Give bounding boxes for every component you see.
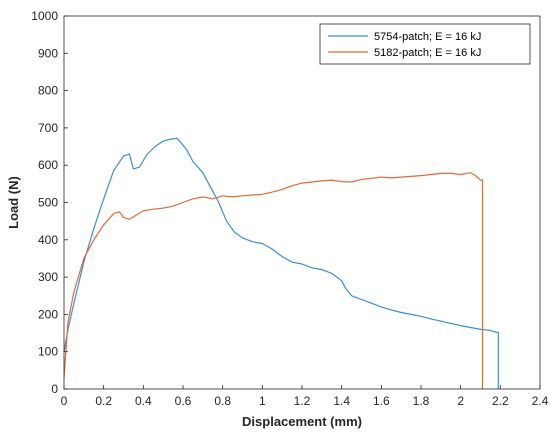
y-tick-label: 300 (38, 270, 58, 284)
x-tick-label: 0.2 (95, 394, 112, 408)
x-axis-title: Displacement (mm) (242, 414, 362, 429)
plot-frame (63, 15, 541, 390)
y-tick-label: 100 (38, 345, 58, 359)
x-tick-label: 1 (259, 394, 266, 408)
plot-area (64, 16, 540, 389)
y-tick-label: 0 (51, 382, 58, 396)
x-tick-label: 0.8 (214, 394, 231, 408)
x-tick-label: 1.2 (294, 394, 311, 408)
x-tick-label: 2 (457, 394, 464, 408)
y-tick-label: 500 (38, 196, 58, 210)
legend-label-1: 5754-patch; E = 16 kJ (374, 31, 481, 43)
x-tick-label: 0.4 (135, 394, 152, 408)
y-tick-label: 200 (38, 307, 58, 321)
y-tick-label: 1000 (31, 9, 58, 23)
series-line-2 (63, 172, 484, 389)
ticks-layer: 0 0.2 0.4 0.6 0.8 1 1.2 1.4 1.6 1.8 2 2.2 2.4 0 100 200… (31, 9, 548, 408)
y-tick-label: 700 (38, 121, 58, 135)
x-tick-label: 2.2 (492, 394, 509, 408)
x-tick-label: 2.4 (532, 394, 549, 408)
x-tick-label: 0 (61, 394, 68, 408)
legend-label-2: 5182-patch; E = 16 kJ (374, 47, 481, 59)
legend-box (319, 23, 531, 65)
y-axis-title: Load (N) (6, 176, 21, 229)
legend: 5754-patch; E = 16 kJ 5182-patch; E = 16 … (319, 23, 531, 65)
y-tick-label: 900 (38, 46, 58, 60)
x-tick-label: 0.6 (175, 394, 192, 408)
x-tick-label: 1.6 (373, 394, 390, 408)
series-layer (63, 137, 499, 389)
y-tick-label: 600 (38, 158, 58, 172)
y-tick-label: 400 (38, 233, 58, 247)
y-tick-label: 800 (38, 84, 58, 98)
x-tick-label: 1.8 (413, 394, 430, 408)
x-tick-label: 1.4 (333, 394, 350, 408)
series-line-1 (63, 137, 499, 389)
